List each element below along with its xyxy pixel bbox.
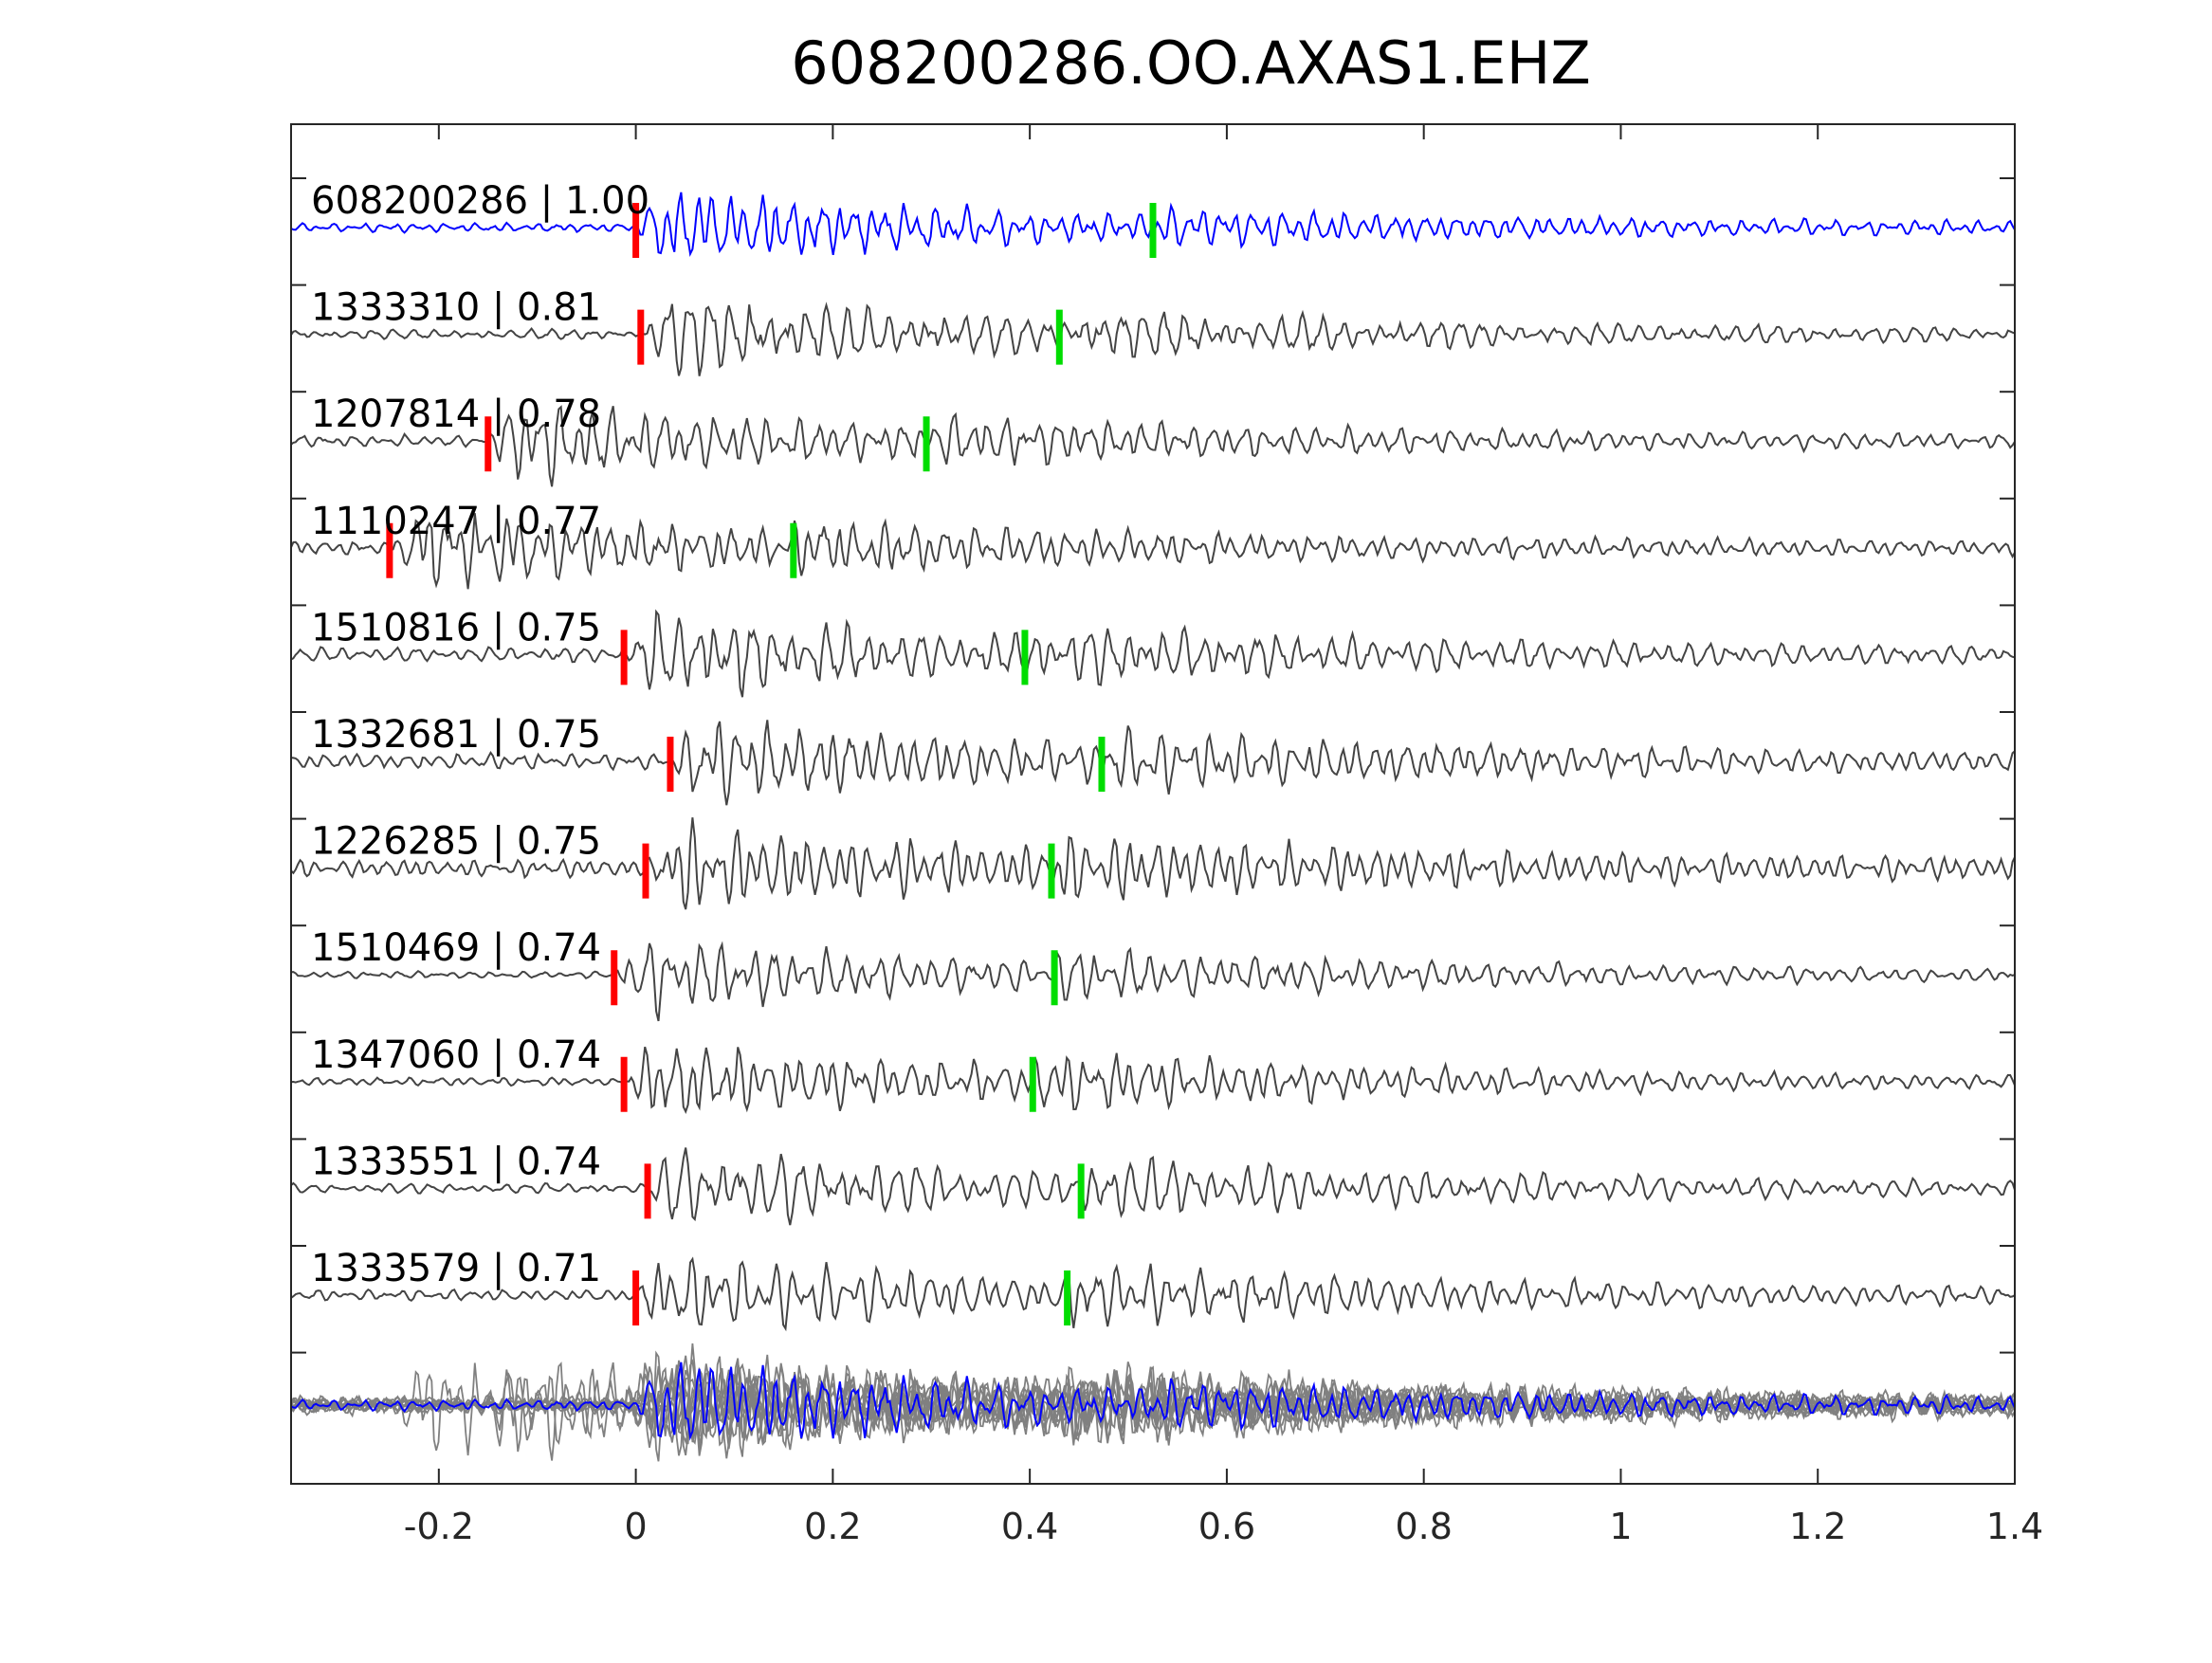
plot-frame xyxy=(290,123,2016,1485)
stack-trace-5 xyxy=(290,1354,2016,1459)
trace-label-2: 1207814 | 0.78 xyxy=(311,393,601,436)
trace-label-8: 1347060 | 0.74 xyxy=(311,1033,601,1077)
trace-waveform-6 xyxy=(290,817,2016,910)
stack-trace-10 xyxy=(290,1358,2016,1450)
x-tick-label-3: 0.4 xyxy=(1001,1506,1058,1547)
x-tick-label-4: 0.6 xyxy=(1198,1506,1255,1547)
trace-label-5: 1332681 | 0.75 xyxy=(311,713,601,757)
x-tick-label-7: 1.2 xyxy=(1789,1506,1846,1547)
trace-label-1: 1333310 | 0.81 xyxy=(311,286,601,330)
trace-waveform-9 xyxy=(290,1147,2016,1226)
labels-layer: 608200286 | 1.00 1333310 | 0.81 1207814 | … xyxy=(311,179,649,1290)
trace-label-3: 1110247 | 0.77 xyxy=(311,500,601,543)
trace-waveform-8 xyxy=(290,1046,2016,1115)
trace-waveform-1 xyxy=(290,302,2016,376)
trace-label-4: 1510816 | 0.75 xyxy=(311,606,601,649)
x-tick-label-2: 0.2 xyxy=(804,1506,861,1547)
trace-waveform-5 xyxy=(290,720,2016,806)
traces-layer xyxy=(290,192,2016,1332)
trace-waveform-4 xyxy=(290,609,2016,698)
x-tick-label-5: 0.8 xyxy=(1395,1506,1452,1547)
trace-waveform-7 xyxy=(290,941,2016,1022)
stack-template-trace xyxy=(290,1361,2016,1441)
trace-label-6: 1226285 | 0.75 xyxy=(311,820,601,864)
trace-label-0: 608200286 | 1.00 xyxy=(311,179,649,223)
picks-layer xyxy=(386,203,1157,1325)
x-tick-label-0: -0.2 xyxy=(404,1506,474,1547)
trace-waveform-2 xyxy=(290,405,2016,487)
x-tick-label-6: 1 xyxy=(1609,1506,1632,1547)
x-tick-label-1: 0 xyxy=(625,1506,648,1547)
trace-waveform-3 xyxy=(290,513,2016,590)
chart-title: 608200286.OO.AXAS1.EHZ xyxy=(791,28,1591,98)
stack-layer xyxy=(290,1343,2016,1462)
trace-label-10: 1333579 | 0.71 xyxy=(311,1247,601,1290)
x-tick-label-8: 1.4 xyxy=(1986,1506,2043,1547)
x-axis: -0.2 0 0.2 0.4 0.6 0.8 1 1.2 1.4 xyxy=(291,124,2043,1547)
trace-label-7: 1510469 | 0.74 xyxy=(311,926,601,970)
trace-waveform-10 xyxy=(290,1256,2016,1332)
trace-label-9: 1333551 | 0.74 xyxy=(311,1140,601,1183)
